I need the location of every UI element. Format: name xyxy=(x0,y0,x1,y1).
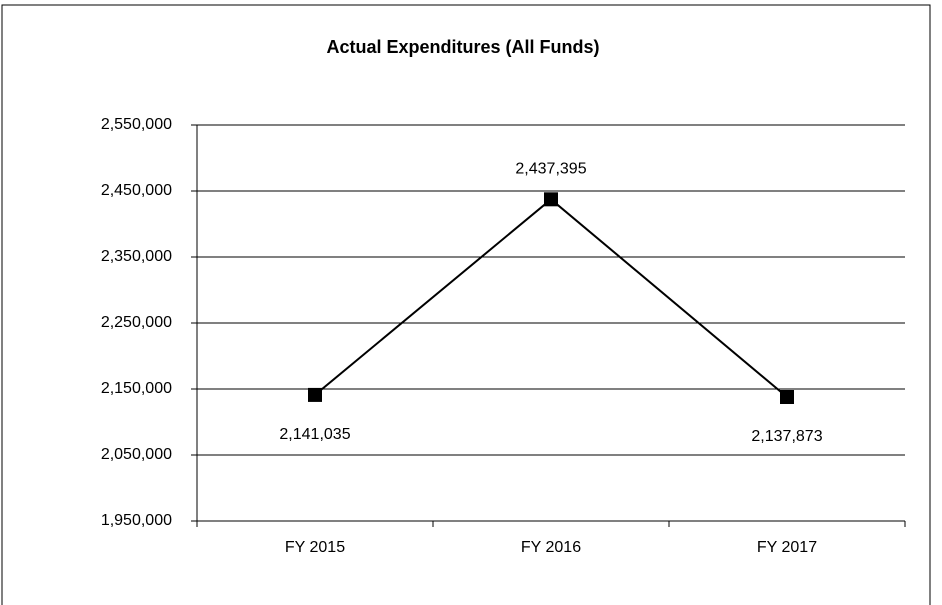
line xyxy=(314,198,788,398)
y-tick-label: 2,250,000 xyxy=(101,314,172,331)
y-tick-label: 2,550,000 xyxy=(101,116,172,133)
x-tick-label: FY 2017 xyxy=(757,539,817,556)
data-label: 2,137,873 xyxy=(751,428,822,445)
data-label: 2,141,035 xyxy=(279,426,350,443)
y-tick-label: 2,350,000 xyxy=(101,248,172,265)
y-tick-label: 2,050,000 xyxy=(101,446,172,463)
data-label: 2,437,395 xyxy=(515,161,586,178)
marker xyxy=(780,390,794,405)
y-tick-label: 1,950,000 xyxy=(101,512,172,529)
x-tick-label: FY 2015 xyxy=(285,539,345,556)
marker xyxy=(544,192,558,207)
x-tick-label: FY 2016 xyxy=(521,539,581,556)
chart-title: Actual Expenditures (All Funds) xyxy=(326,37,599,57)
y-tick-label: 2,150,000 xyxy=(101,380,172,397)
chart-frame xyxy=(1,4,931,605)
y-tick-label: 2,450,000 xyxy=(101,182,172,199)
marker xyxy=(308,387,322,402)
